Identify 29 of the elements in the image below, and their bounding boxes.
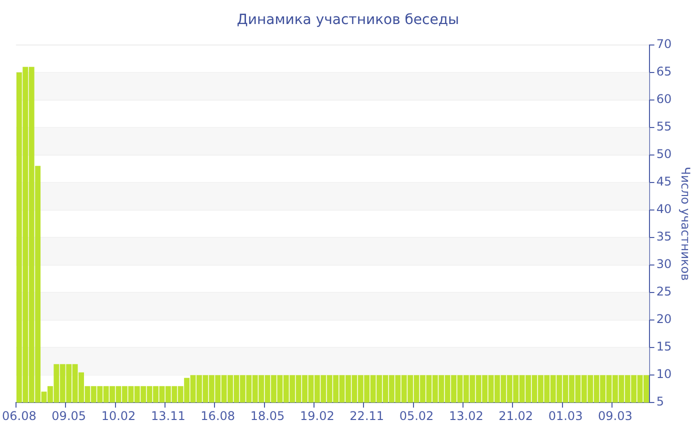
x-tick-label: 01.03	[548, 408, 583, 423]
y-axis-title: Число участников	[678, 166, 693, 281]
x-tick-label: 19.02	[300, 408, 334, 423]
y-tick-label: 5	[656, 394, 664, 409]
x-tick-label: 05.02	[399, 408, 434, 423]
chart-title: Динамика участников беседы	[236, 12, 460, 28]
x-tick-label: 06.08	[2, 408, 36, 423]
y-tick-label: 10	[656, 367, 672, 382]
y-tick-label: 15	[656, 340, 672, 354]
y-tick-label: 30	[656, 257, 672, 272]
y-tick-label: 45	[656, 174, 672, 189]
y-tick-label: 35	[656, 230, 672, 244]
y-tick-label: 25	[656, 284, 672, 299]
x-tick-label: 10.02	[101, 408, 136, 423]
x-tick-label: 16.08	[200, 408, 236, 423]
y-tick-label: 40	[656, 202, 672, 216]
x-tick-label: 22.11	[350, 408, 384, 423]
y-tick-label: 65	[656, 64, 672, 78]
x-tick-label: 21.02	[498, 408, 534, 423]
x-tick-label: 13.02	[449, 408, 484, 423]
x-tick-label: 13.11	[151, 408, 186, 423]
y-tick-label: 70	[656, 36, 672, 51]
y-tick-label: 20	[656, 312, 672, 326]
y-tick-label: 50	[656, 147, 672, 162]
x-tick-label: 09.05	[52, 408, 86, 423]
y-tick-label: 60	[656, 92, 672, 106]
x-tick-label: 18.05	[250, 408, 285, 423]
x-tick-label: 09.03	[598, 408, 632, 423]
y-tick-label: 55	[656, 119, 672, 134]
